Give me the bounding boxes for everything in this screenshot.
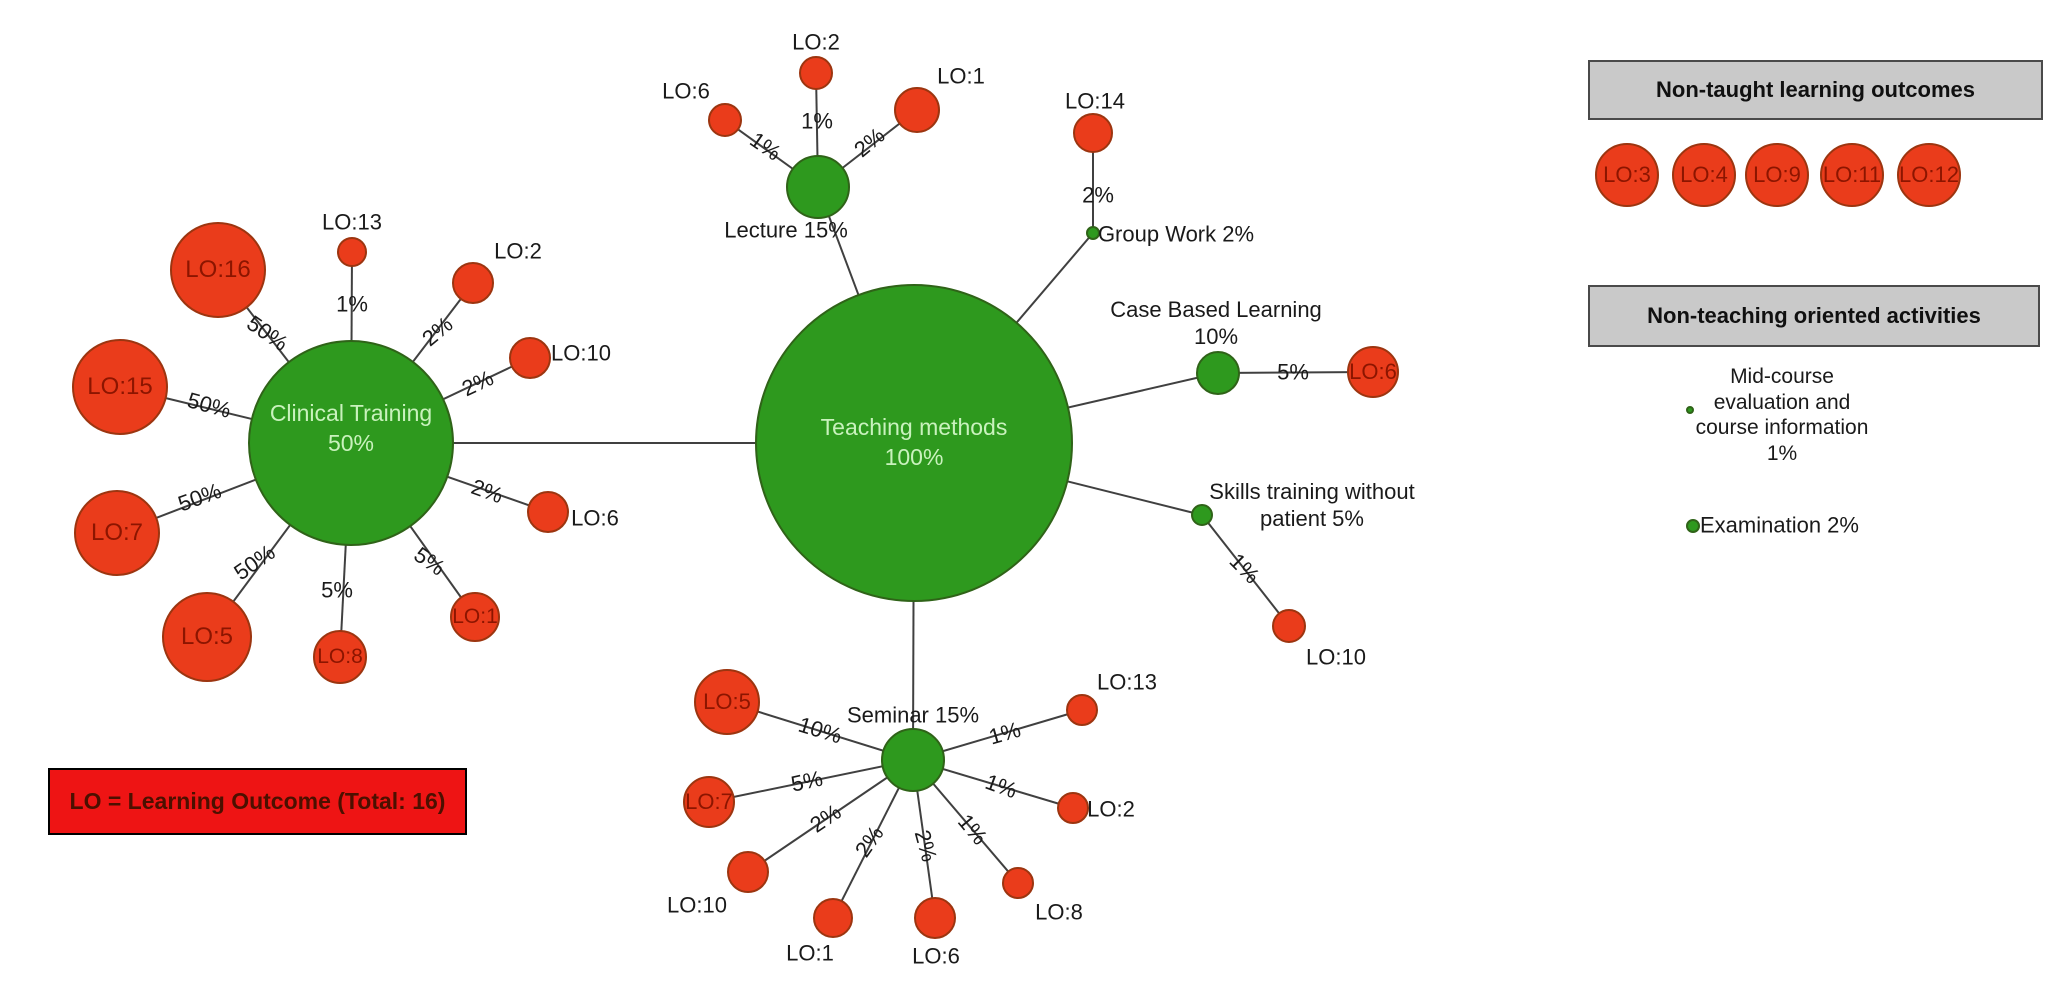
lo14-pct: 2% [1082,182,1114,208]
midcourse-label: Mid-course evaluation and course informa… [1695,364,1869,465]
node-leg-lo9: LO:9 [1745,143,1809,207]
node-cl-lo8: LO:8 [313,630,367,684]
node-midcourse-dot [1686,406,1694,414]
node-seminar [881,728,945,792]
lec-lo1-label: LO:1 [937,63,985,89]
node-exam-dot [1686,519,1700,533]
node-groupwork [1086,226,1100,240]
legend-non-teaching-header: Non-teaching oriented activities [1588,285,2040,347]
casebased-label: Case Based Learning 10% [1110,297,1322,349]
examination-label: Examination 2% [1700,512,1859,538]
lec-lo2-pct: 1% [801,108,833,134]
node-cb-lo6-text: LO:6 [1349,358,1397,384]
cl-lo2-label: LO:2 [494,238,542,264]
sem-lo10-label: LO:10 [667,892,727,918]
sem-lo13-label: LO:13 [1097,669,1157,695]
node-cl-lo2 [452,262,494,304]
node-cl-lo7: LO:7 [74,490,160,576]
node-lec-lo6 [708,103,742,137]
node-cl-lo1-text: LO:1 [452,605,498,629]
node-sem-lo5-text: LO:5 [703,688,751,714]
node-sem-lo1 [813,898,853,938]
node-cl-lo8-text: LO:8 [317,645,363,669]
node-teaching: Teaching methods 100% [755,284,1073,602]
lo-key-label: LO = Learning Outcome (Total: 16) [69,788,446,814]
node-cl-lo16-text: LO:16 [185,256,251,284]
node-leg-lo12-text: LO:12 [1899,161,1959,187]
node-cb-lo6: LO:6 [1347,346,1399,398]
sem-lo1-label: LO:1 [786,940,834,966]
node-sem-lo13 [1066,694,1098,726]
cl-lo6-label: LO:6 [571,505,619,531]
node-clinical-text: Clinical Training 50% [269,400,433,456]
node-cl-lo5: LO:5 [162,592,252,682]
node-cl-lo6 [527,491,569,533]
node-leg-lo11-text: LO:11 [1822,161,1882,187]
lec-lo2-label: LO:2 [792,29,840,55]
node-sem-lo6 [914,897,956,939]
lec-lo6-label: LO:6 [662,78,710,104]
node-leg-lo11: LO:11 [1820,143,1884,207]
node-sem-lo2 [1057,792,1089,824]
groupwork-label: Group Work 2% [1097,221,1255,247]
node-casebased [1196,351,1240,395]
node-cl-lo16: LO:16 [170,222,266,318]
node-lo14 [1073,113,1113,153]
sem-lo6-label: LO:6 [912,943,960,969]
edge-seminar-sem_lo7 [708,759,914,803]
lo-key-box: LO = Learning Outcome (Total: 16) [48,768,467,835]
node-cl-lo15-text: LO:15 [87,373,153,401]
node-cl-lo5-text: LO:5 [180,623,234,651]
node-sem-lo7: LO:7 [683,776,735,828]
node-lec-lo1 [894,87,940,133]
sk-lo10-label: LO:10 [1306,644,1366,670]
node-cl-lo13 [337,237,367,267]
edge-skills-sk_lo10 [1201,514,1290,627]
node-sem-lo7-text: LO:7 [685,788,733,814]
node-lecture [786,155,850,219]
node-cl-lo7-text: LO:7 [90,519,144,547]
node-leg-lo3: LO:3 [1595,143,1659,207]
node-cl-lo1: LO:1 [450,592,500,642]
skills-label: Skills training without patient 5% [1209,479,1415,531]
edge-seminar-sem_lo10 [747,759,914,873]
legend-non-taught-header: Non-taught learning outcomes [1588,60,2043,120]
cl-lo10-label: LO:10 [551,340,611,366]
cl-lo8-pct: 5% [321,577,353,603]
node-lec-lo2 [799,56,833,90]
lo14-label: LO:14 [1065,88,1125,114]
node-leg-lo4-text: LO:4 [1680,161,1728,187]
node-sem-lo8 [1002,867,1034,899]
node-sk-lo10 [1272,609,1306,643]
node-leg-lo4: LO:4 [1672,143,1736,207]
legend-non-teaching-title: Non-teaching oriented activities [1647,303,1981,328]
node-skills [1191,504,1213,526]
node-leg-lo12: LO:12 [1897,143,1961,207]
node-sem-lo10 [727,851,769,893]
seminar-label: Seminar 15% [846,702,980,728]
legend-non-taught-title: Non-taught learning outcomes [1656,77,1975,102]
node-teaching-text: Teaching methods 100% [820,414,1008,470]
node-leg-lo9-text: LO:9 [1753,161,1801,187]
node-cl-lo10 [509,337,551,379]
lecture-label: Lecture 15% [724,217,848,243]
cl-lo13-label: LO:13 [322,209,382,235]
node-clinical: Clinical Training 50% [248,340,454,546]
cl-lo13-pct: 1% [336,291,368,317]
node-cl-lo15: LO:15 [72,339,168,435]
sem-lo8-label: LO:8 [1035,899,1083,925]
cb-lo6-pct: 5% [1277,359,1309,385]
node-leg-lo3-text: LO:3 [1603,161,1651,187]
sem-lo2-label: LO:2 [1087,796,1135,822]
node-sem-lo5: LO:5 [694,669,760,735]
